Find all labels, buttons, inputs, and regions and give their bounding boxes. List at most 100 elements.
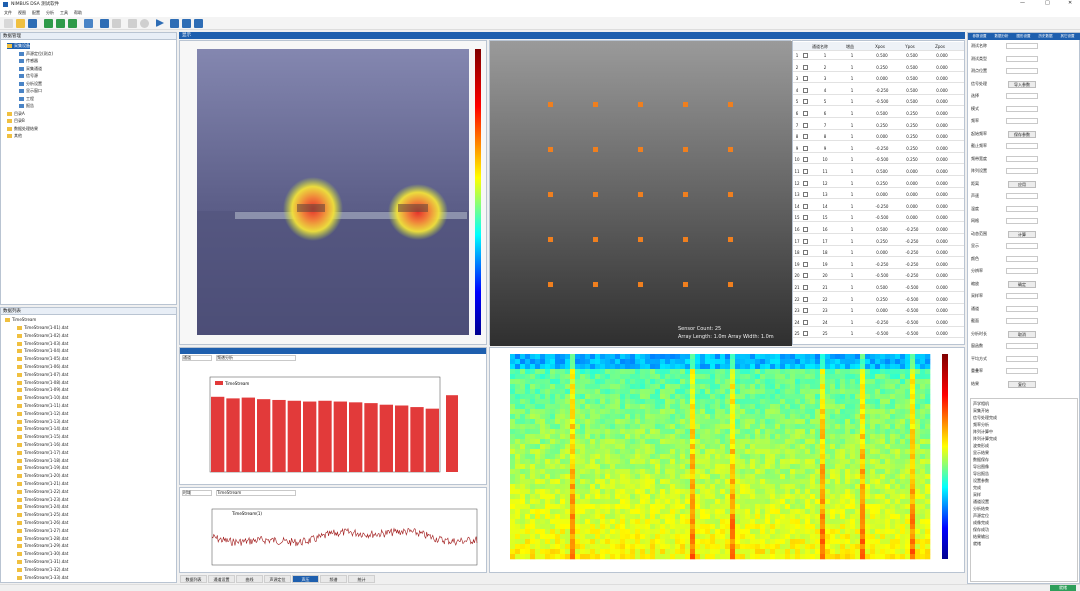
table-row[interactable]: 23 23 1 0.000 -0.500 0.000 [793, 306, 964, 316]
file-list-item[interactable]: TimeStream(1-31).dat [17, 559, 68, 565]
table-row[interactable]: 10 10 1 -0.500 0.250 0.000 [793, 155, 964, 165]
row-checkbox[interactable] [803, 76, 808, 82]
bottom-tab[interactable]: 曲线 [236, 575, 263, 583]
table-row[interactable]: 2 2 1 0.250 0.500 0.000 [793, 63, 964, 72]
tree-item[interactable]: 数据处理结果 [7, 126, 38, 132]
save-data-icon[interactable] [194, 19, 203, 28]
row-checkbox[interactable] [803, 145, 808, 151]
setting-input[interactable] [1006, 168, 1038, 174]
new-icon[interactable] [4, 19, 13, 28]
close-button[interactable]: ✕ [1068, 0, 1073, 6]
row-checkbox[interactable] [803, 261, 808, 267]
bottom-tab[interactable]: 声源定位 [264, 575, 291, 583]
table-row[interactable]: 6 6 1 0.500 0.250 0.000 [793, 109, 964, 118]
tree-item[interactable]: 目录B [7, 118, 25, 124]
file-list-item[interactable]: TimeStream(1-05).dat [17, 356, 68, 362]
table-row[interactable]: 11 11 1 0.500 0.000 0.000 [793, 167, 964, 176]
file-list-item[interactable]: TimeStream(1-16).dat [17, 442, 68, 448]
row-checkbox[interactable] [803, 203, 808, 209]
setting-input[interactable] [1006, 143, 1038, 149]
setting-input[interactable] [1006, 343, 1038, 349]
setting-input[interactable] [1006, 218, 1038, 224]
table-row[interactable]: 21 21 1 0.500 -0.500 0.000 [793, 283, 964, 292]
file-root[interactable]: TimeStream [5, 317, 36, 323]
setting-input[interactable] [1006, 205, 1038, 212]
open-icon[interactable] [16, 19, 25, 28]
row-checkbox[interactable] [803, 227, 808, 232]
setting-button[interactable]: 应用 [1008, 180, 1036, 188]
row-checkbox[interactable] [803, 169, 808, 174]
file-list-item[interactable]: TimeStream(1-09).dat [17, 387, 68, 393]
settings-tab[interactable]: 其它设置 [1060, 34, 1075, 38]
file-list-item[interactable]: TimeStream(1-15).dat [17, 434, 68, 440]
tree-item[interactable]: 传感器 [19, 58, 38, 64]
trash-icon[interactable] [112, 19, 121, 28]
table-row[interactable]: 20 20 1 -0.500 -0.250 0.000 [793, 271, 964, 281]
menu-file[interactable]: 文件 [4, 10, 12, 15]
settings-tab[interactable]: 历史数据 [1038, 34, 1053, 38]
table-row[interactable]: 14 14 1 -0.250 0.000 0.000 [793, 202, 964, 211]
tree-item[interactable]: 显示窗口 [19, 88, 42, 94]
row-checkbox[interactable] [803, 180, 808, 186]
table-row[interactable]: 9 9 1 -0.250 0.250 0.000 [793, 144, 964, 153]
menu-help[interactable]: 帮助 [74, 10, 82, 15]
file-list-item[interactable]: TimeStream(1-19).dat [17, 465, 68, 471]
setting-input[interactable] [1006, 55, 1038, 62]
setting-input[interactable] [1006, 118, 1038, 124]
pause-icon[interactable] [170, 19, 179, 28]
file-list-item[interactable]: TimeStream(1-27).dat [17, 528, 68, 534]
minimize-button[interactable]: — [1020, 0, 1025, 6]
table-row[interactable]: 4 4 1 -0.250 0.500 0.000 [793, 86, 964, 95]
file-list-item[interactable]: TimeStream(1-08).dat [17, 380, 68, 386]
maximize-button[interactable]: □ [1045, 0, 1050, 6]
file-list-item[interactable]: TimeStream(1-03).dat [17, 341, 68, 347]
table-row[interactable]: 22 22 1 0.250 -0.500 0.000 [793, 295, 964, 304]
copy-icon[interactable] [44, 19, 53, 28]
setting-button[interactable]: 保存参数 [1008, 130, 1036, 138]
bottom-tab[interactable]: 通道设置 [208, 575, 235, 583]
setting-button[interactable]: 复位 [1008, 380, 1036, 388]
tree-item[interactable]: 其他 [7, 133, 22, 139]
row-checkbox[interactable] [803, 64, 808, 70]
row-checkbox[interactable] [803, 250, 808, 256]
bottom-tab[interactable]: 频谱 [320, 575, 347, 583]
file-list-item[interactable]: TimeStream(1-32).dat [17, 567, 68, 573]
row-checkbox[interactable] [803, 157, 808, 163]
tree-item[interactable]: 信号源 [19, 73, 38, 79]
bar-analysis-dropdown[interactable]: 频谱分析 [216, 355, 296, 361]
stop-icon[interactable] [182, 19, 191, 28]
tree-item[interactable]: 工程 [19, 96, 34, 102]
setting-input[interactable] [1006, 293, 1038, 299]
file-list-item[interactable]: TimeStream(1-11).dat [17, 403, 68, 409]
table-row[interactable]: 1 1 1 0.500 0.500 0.000 [793, 51, 964, 60]
tree-item[interactable]: 报告 [19, 103, 34, 109]
export-icon[interactable] [68, 19, 77, 28]
table-row[interactable]: 18 18 1 0.000 -0.250 0.000 [793, 248, 964, 258]
setting-input[interactable] [1006, 43, 1038, 49]
tree-item[interactable]: 采集设备 [7, 43, 30, 49]
circle-icon[interactable] [140, 19, 149, 28]
file-list-item[interactable]: TimeStream(1-18).dat [17, 458, 68, 464]
file-list-item[interactable]: TimeStream(1-01).dat [17, 325, 68, 331]
file-list-item[interactable]: TimeStream(1-06).dat [17, 364, 68, 370]
settings-tab[interactable]: 数据分析 [994, 34, 1009, 38]
paste-icon[interactable] [56, 19, 65, 28]
settings-tab[interactable]: 参数设置 [972, 34, 987, 38]
setting-input[interactable] [1006, 105, 1038, 112]
line-channel-dropdown[interactable]: 时域 [182, 490, 212, 496]
file-list-item[interactable]: TimeStream(1-29).dat [17, 543, 68, 549]
row-checkbox[interactable] [803, 319, 808, 325]
file-list-item[interactable]: TimeStream(1-20).dat [17, 473, 68, 479]
record-icon[interactable] [128, 19, 137, 28]
file-list-item[interactable]: TimeStream(1-26).dat [17, 520, 68, 526]
table-row[interactable]: 5 5 1 -0.500 0.500 0.000 [793, 97, 964, 107]
row-checkbox[interactable] [803, 308, 808, 314]
row-checkbox[interactable] [803, 99, 808, 105]
settings-icon[interactable] [100, 19, 109, 28]
file-list-item[interactable]: TimeStream(1-33).dat [17, 575, 68, 581]
setting-input[interactable] [1006, 355, 1038, 362]
setting-input[interactable] [1006, 268, 1038, 274]
row-checkbox[interactable] [803, 238, 808, 244]
file-list-item[interactable]: TimeStream(1-12).dat [17, 411, 68, 417]
setting-button[interactable]: 取消 [1008, 330, 1036, 338]
